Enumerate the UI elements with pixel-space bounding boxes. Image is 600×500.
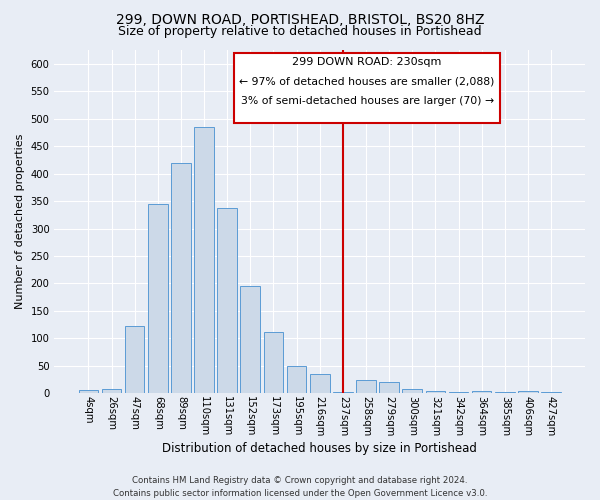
Text: 299, DOWN ROAD, PORTISHEAD, BRISTOL, BS20 8HZ: 299, DOWN ROAD, PORTISHEAD, BRISTOL, BS2… (116, 12, 484, 26)
Bar (333, 392, 353, 394)
Bar (241, 286, 260, 394)
Bar (495, 392, 515, 394)
Bar (101, 389, 121, 394)
Bar (356, 380, 376, 394)
Text: 3% of semi-detached houses are larger (70) →: 3% of semi-detached houses are larger (7… (241, 96, 494, 106)
Bar (472, 390, 491, 394)
Bar (171, 162, 191, 394)
Y-axis label: Number of detached properties: Number of detached properties (15, 134, 25, 310)
Bar (194, 127, 214, 394)
Bar (449, 392, 469, 394)
Bar (403, 389, 422, 394)
X-axis label: Distribution of detached houses by size in Portishead: Distribution of detached houses by size … (162, 442, 477, 455)
Text: Size of property relative to detached houses in Portishead: Size of property relative to detached ho… (118, 25, 482, 38)
Bar (125, 326, 145, 394)
Bar (425, 391, 445, 394)
Text: 299 DOWN ROAD: 230sqm: 299 DOWN ROAD: 230sqm (292, 57, 442, 67)
Bar (79, 390, 98, 394)
Bar (541, 392, 561, 394)
Bar (310, 374, 329, 394)
FancyBboxPatch shape (234, 52, 500, 123)
Text: ← 97% of detached houses are smaller (2,088): ← 97% of detached houses are smaller (2,… (239, 77, 495, 87)
Bar (217, 208, 237, 394)
Text: Contains HM Land Registry data © Crown copyright and database right 2024.
Contai: Contains HM Land Registry data © Crown c… (113, 476, 487, 498)
Bar (379, 382, 399, 394)
Bar (148, 204, 167, 394)
Bar (287, 366, 307, 394)
Bar (263, 332, 283, 394)
Bar (518, 391, 538, 394)
